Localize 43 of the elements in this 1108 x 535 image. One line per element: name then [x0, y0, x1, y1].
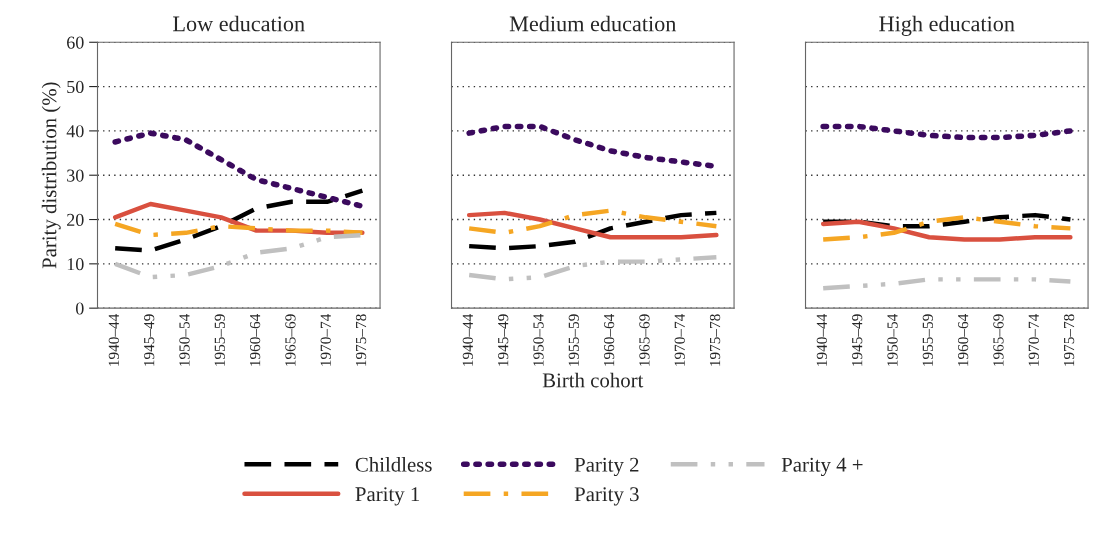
x-tick-label: 1940–44 [108, 313, 119, 366]
x-tick-label: 1945–49 [852, 314, 863, 366]
x-tick-label: 1975–78 [1063, 314, 1075, 366]
x-tick-label: 1945–49 [144, 314, 155, 366]
x-tick-label: 1955–59 [568, 314, 579, 366]
y-tick-label: 20 [67, 213, 84, 226]
x-tick-label: 1945–49 [498, 314, 509, 366]
legend-label: Parity 3 [574, 487, 639, 506]
x-tick-label: 1975–78 [355, 314, 367, 366]
chart-title: High education [879, 15, 1015, 36]
x-tick-label: 1965–69 [993, 314, 1004, 366]
x-tick-label: 1970–74 [320, 313, 331, 366]
y-tick-label: 10 [67, 258, 84, 271]
x-tick-label: 1940–44 [816, 313, 827, 366]
y-tick-label: 40 [66, 125, 84, 138]
x-tick-label: 1960–64 [603, 313, 615, 366]
x-tick-label: 1975–78 [709, 314, 721, 366]
x-axis-title: Birth cohort [542, 372, 644, 388]
x-tick-label: 1940–44 [462, 313, 473, 366]
y-tick-label: 50 [67, 80, 84, 94]
x-tick-label: 1950–54 [179, 313, 190, 366]
legend-label: Parity 1 [355, 487, 420, 506]
chart-title: Low education [173, 15, 305, 32]
y-tick-label: 0 [75, 302, 84, 315]
legend-label: Parity 2 [574, 457, 639, 477]
y-tick-label: 60 [67, 36, 84, 49]
line-series [112, 188, 365, 253]
y-tick-label: 30 [67, 169, 84, 182]
x-tick-label: 1965–69 [639, 314, 650, 366]
line-series [112, 221, 365, 238]
x-tick-label: 1970–74 [1028, 313, 1039, 366]
x-tick-label: 1970–74 [674, 313, 685, 366]
x-tick-label: 1950–54 [887, 313, 898, 366]
y-axis-title: Parity distribution (%) [41, 82, 61, 269]
x-tick-label: 1960–64 [249, 313, 261, 366]
x-tick-label: 1955–59 [922, 314, 933, 366]
chart-title: Medium education [509, 15, 677, 32]
x-tick-label: 1960–64 [957, 313, 969, 366]
x-tick-label: 1965–69 [285, 314, 296, 366]
legend-label: Parity 4 + [781, 457, 863, 477]
x-tick-label: 1955–59 [214, 314, 225, 366]
x-tick-label: 1950–54 [533, 313, 544, 366]
legend-label: Childless [355, 457, 432, 472]
